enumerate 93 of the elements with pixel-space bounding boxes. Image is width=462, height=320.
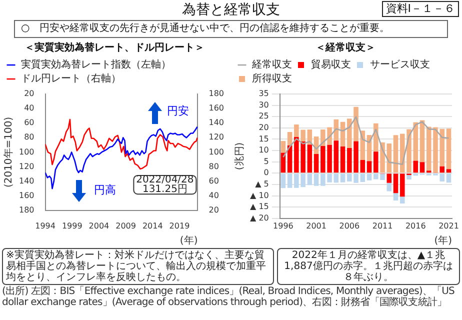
bar xyxy=(446,174,452,183)
annotation: 2022/04/28 131.25円 xyxy=(136,174,194,196)
bar xyxy=(413,160,418,173)
text: 資料Ⅰ－１－６ xyxy=(382,1,459,17)
y-tick-label: 35 xyxy=(258,89,269,98)
x-tick-label: 2019 xyxy=(169,221,190,230)
y-tick-label: 140 xyxy=(18,176,34,186)
x-tick-label: 1994 xyxy=(35,221,56,230)
x-tick-label: 2009 xyxy=(116,221,136,230)
y-tick-label: 80 xyxy=(24,132,34,142)
bar xyxy=(287,132,292,146)
y2-tick-label: 80 xyxy=(208,162,219,171)
y-tick-label: 160 xyxy=(18,190,34,200)
bar xyxy=(307,144,312,173)
y-tick-label: 5 xyxy=(264,156,269,166)
bar xyxy=(340,174,346,182)
y-tick-label: 0 xyxy=(264,168,269,178)
text: 2022年１月の経常収支は、▲１兆1,887億円の赤字。１兆円超の赤字は８年ぶり。 xyxy=(277,248,460,285)
bar xyxy=(314,174,319,186)
x-tick-label: 2006 xyxy=(339,221,360,230)
x-tick-label: 2004 xyxy=(88,221,110,230)
y-tick-label: ▲ 20 xyxy=(250,213,269,222)
y2-tick-label: 140 xyxy=(208,118,224,128)
y-tick-label: 10 xyxy=(258,146,269,155)
y-tick-label: ▲ 15 xyxy=(250,202,269,212)
y-tick-label: 100 xyxy=(18,147,34,156)
y2-tick-label: 160 xyxy=(208,104,224,113)
x-tick-label: 2016 xyxy=(405,221,426,230)
bar xyxy=(374,152,378,173)
bar xyxy=(360,174,366,182)
annotation: 円高 xyxy=(94,183,116,196)
y-tick-label: ▲ 5 xyxy=(255,180,269,189)
y-tick-label: 120 xyxy=(18,162,34,171)
bar xyxy=(366,161,372,173)
annotation: 円安 xyxy=(167,104,190,118)
y-tick-label: ▲ 10 xyxy=(250,190,269,200)
bar xyxy=(386,174,392,183)
text: (出所) 左図：BIS「Effective exchange rate indices」(Real, Broad Indices, Monthly averages)、「US dollar exchange rates」(Average of observations through period)、右図：財務省「国際収支統計」 xyxy=(2,286,456,308)
x-tick-label: 2021 xyxy=(438,221,459,230)
text: 為替と経常収支 xyxy=(182,2,280,18)
y-tick-label: 40 xyxy=(24,104,34,113)
bar xyxy=(334,174,339,183)
y-tick-label: 20 xyxy=(258,123,269,132)
legend-label: サービス収支 xyxy=(370,58,430,71)
y-tick-label: 25 xyxy=(258,112,269,121)
y2-tick-label: 120 xyxy=(208,132,224,142)
bar xyxy=(340,146,346,173)
y-tick-label: 180 xyxy=(18,205,34,214)
bar xyxy=(446,128,452,170)
legend-label: 貿易収支 xyxy=(311,58,351,71)
y-axis-title: (2010年=100) xyxy=(2,116,15,188)
x-tick-label: 1999 xyxy=(62,221,82,230)
y-tick-label: 20 xyxy=(24,89,34,98)
bar xyxy=(360,160,366,173)
bar xyxy=(400,196,405,204)
legend-label: 実質実効為替レート指数（左軸） xyxy=(21,58,171,71)
x-tick-label: 2014 xyxy=(142,221,163,230)
x-axis-title: (年) xyxy=(434,234,452,247)
chart-title: ＜実質実効為替レート、ドル円レート＞ xyxy=(24,42,204,54)
y2-tick-label: 40 xyxy=(208,190,219,200)
x-tick-label: 2011 xyxy=(372,221,393,230)
text: ○ 円安や経常収支の先行きが見通せない中で、円の信認を維持することが重要。 xyxy=(14,20,448,38)
y-axis-title: (兆円) xyxy=(234,142,246,170)
bar xyxy=(446,169,452,173)
y2-tick-label: 100 xyxy=(208,147,224,156)
y-tick-label: 15 xyxy=(258,134,269,144)
bar xyxy=(393,174,398,194)
y-tick-label: 30 xyxy=(258,100,269,110)
bar xyxy=(366,174,372,180)
chart-title: ＜経常収支＞ xyxy=(316,42,376,54)
bar xyxy=(314,154,319,173)
bar xyxy=(386,182,392,192)
y2-tick-label: 20 xyxy=(208,205,219,214)
y2-tick-label: 180 xyxy=(208,89,224,98)
legend-label: ドル円レート（右軸） xyxy=(21,72,121,85)
bar xyxy=(287,174,292,188)
bar xyxy=(280,174,286,188)
bar xyxy=(334,140,339,173)
bar xyxy=(280,141,286,153)
bar xyxy=(307,174,312,186)
bar xyxy=(393,135,398,173)
x-tick-label: 2001 xyxy=(306,221,326,230)
x-tick-label: 1996 xyxy=(273,221,294,230)
x-axis-title: (年) xyxy=(180,234,198,247)
legend-label: 所得収支 xyxy=(252,72,292,85)
y2-tick-label: 60 xyxy=(208,176,219,186)
bar xyxy=(420,162,425,173)
y-tick-label: 60 xyxy=(24,118,34,128)
legend-label: 経常収支 xyxy=(251,58,292,71)
bar xyxy=(420,120,425,162)
text: ※実質実効為替レート：対米ドルだけではなく、主要な貿易相手国との為替レートについて、輸出入の規模で加重平均をとり、インフレ率を反映したもの。 xyxy=(2,248,274,285)
bar xyxy=(393,193,398,201)
bar xyxy=(440,166,445,173)
